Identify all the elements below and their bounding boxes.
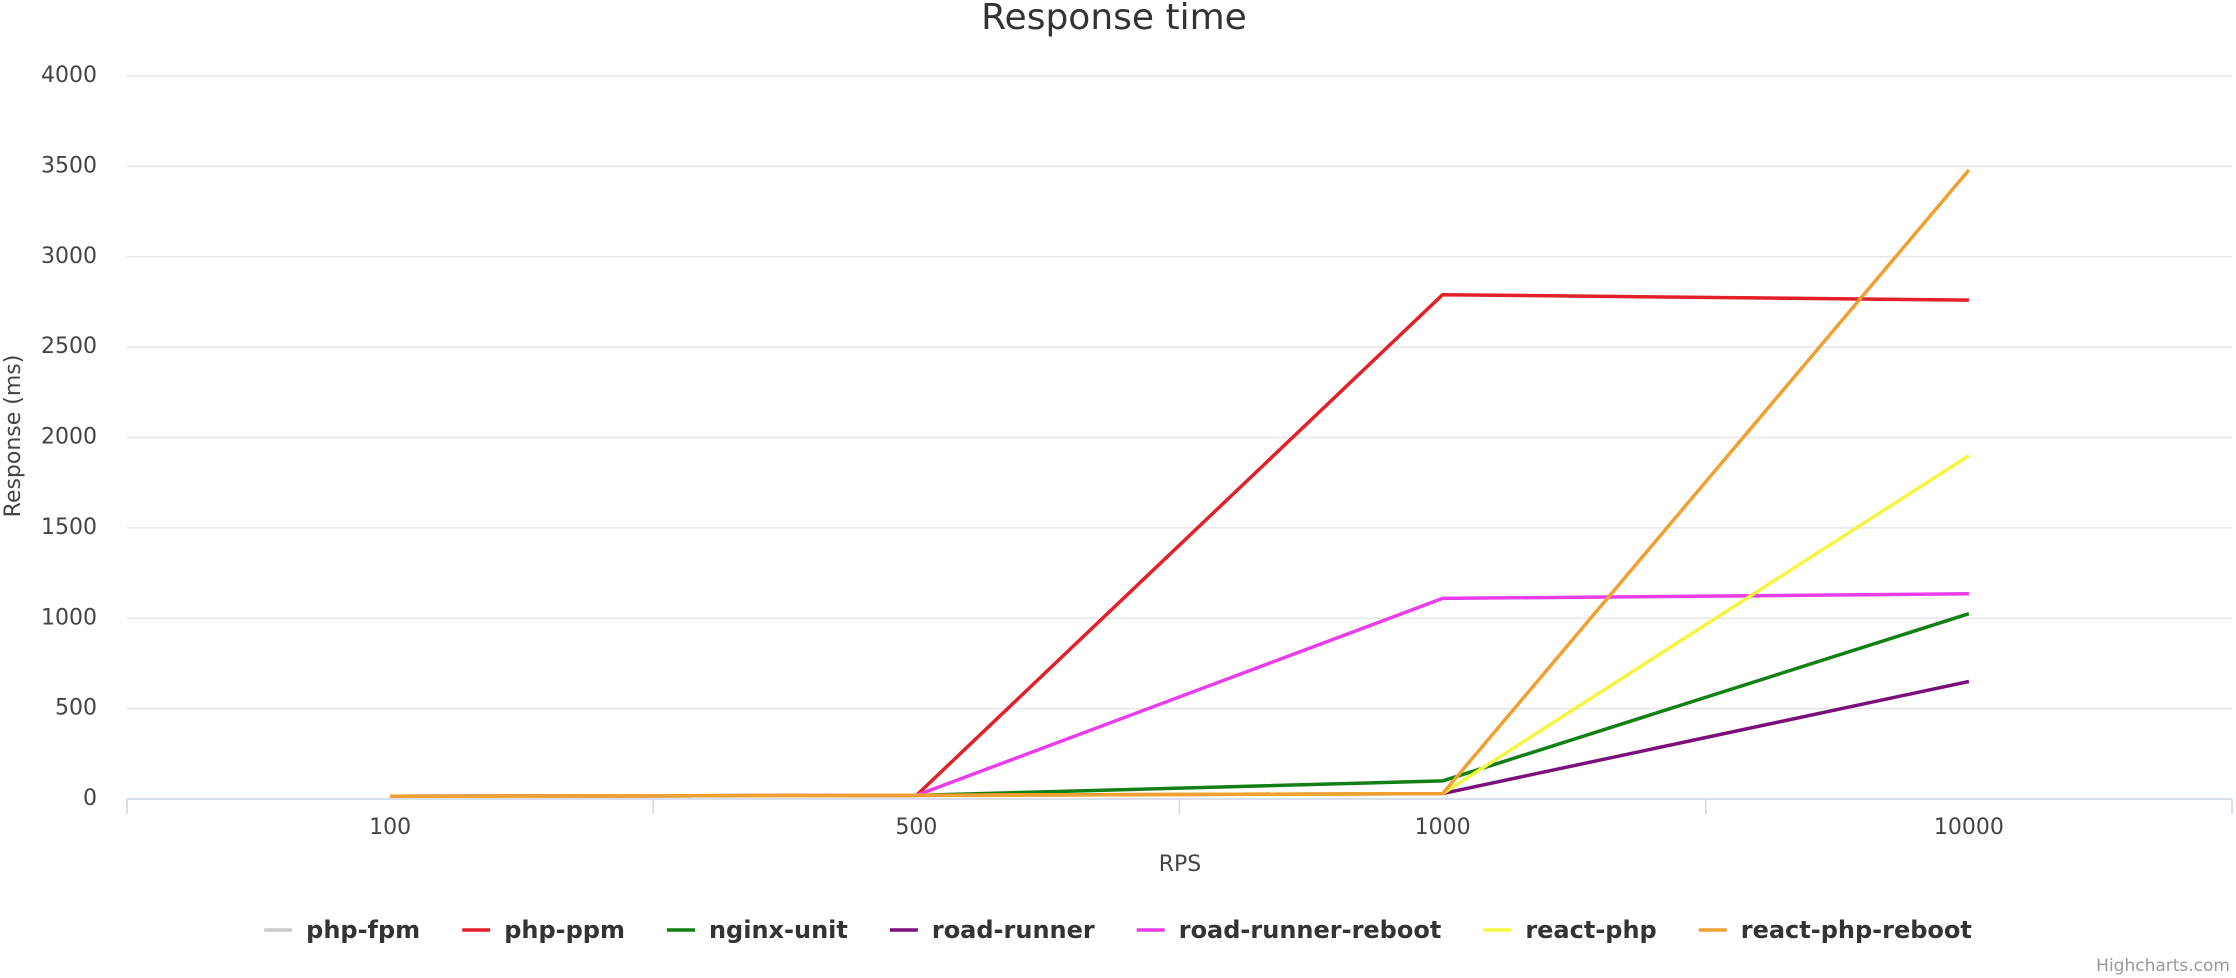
series-line (390, 292, 1969, 799)
legend-label[interactable]: php-fpm (306, 916, 420, 944)
y-tick-label: 4000 (41, 63, 97, 88)
legend-label[interactable]: php-ppm (504, 916, 625, 944)
credits[interactable]: Highcharts.com (2096, 956, 2230, 976)
series-line (390, 454, 1970, 799)
y-tick-label: 3000 (41, 244, 97, 269)
y-tick-label: 2000 (41, 425, 97, 450)
x-axis-title: RPS (1159, 852, 1202, 877)
y-tick-label: 0 (83, 786, 97, 811)
x-tick-label: 10000 (1934, 815, 2004, 840)
legend-label[interactable]: road-runner-reboot (1179, 916, 1442, 944)
y-tick-label: 2500 (41, 334, 97, 359)
legend-label[interactable]: react-php (1525, 916, 1656, 944)
y-axis-title: Response (ms) (1, 355, 26, 518)
series-line (390, 612, 1970, 799)
x-tick-label: 1000 (1415, 815, 1471, 840)
y-tick-label: 3500 (41, 153, 97, 178)
series-line (390, 592, 1969, 799)
series-line (390, 168, 1971, 799)
legend-label[interactable]: react-php-reboot (1741, 916, 1972, 944)
y-tick-label: 1500 (41, 515, 97, 540)
y-tick-label: 1000 (41, 605, 97, 630)
legend-label[interactable]: nginx-unit (709, 916, 848, 944)
legend: php-fpm php-ppm nginx-unit road-runner road-… (264, 916, 1972, 944)
x-tick-label: 100 (369, 815, 411, 840)
x-tick-label: 500 (895, 815, 937, 840)
chart-title: Response time (981, 0, 1247, 38)
y-tick-label: 500 (55, 696, 97, 721)
legend-label[interactable]: road-runner (932, 916, 1095, 944)
